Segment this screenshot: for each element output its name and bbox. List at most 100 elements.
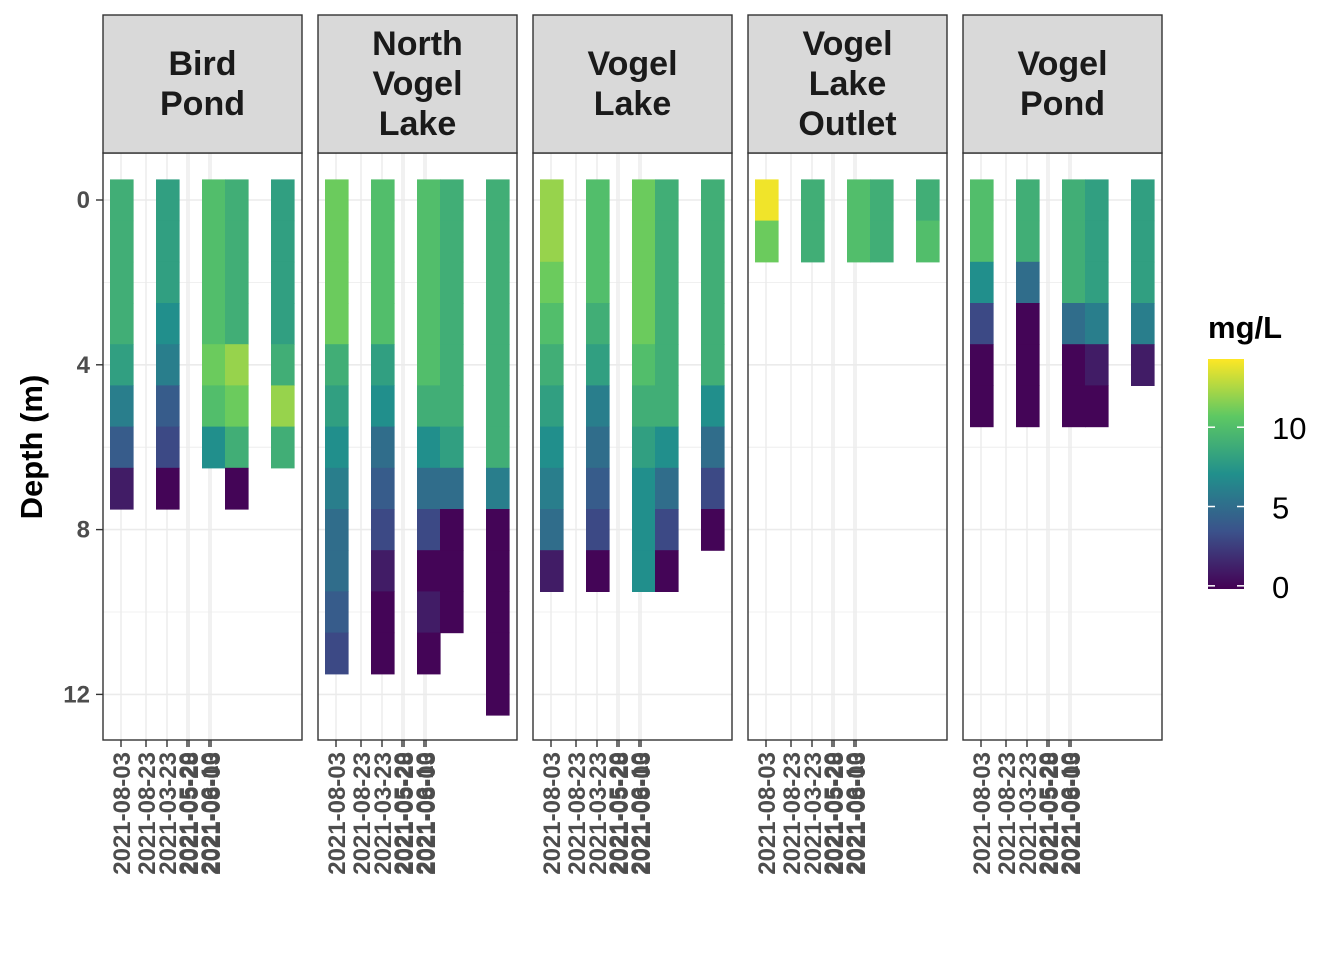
x-tick-label: 2021-08-03	[324, 752, 351, 875]
heatmap-tile	[970, 385, 994, 428]
x-tick-label: 2021-03-23	[370, 752, 397, 875]
heatmap-tile	[1085, 303, 1109, 345]
heatmap-tile	[586, 385, 610, 428]
heatmap-tile	[271, 344, 295, 386]
heatmap-tile	[325, 344, 349, 386]
heatmap-tile	[1131, 179, 1155, 222]
heatmap-tile	[110, 220, 134, 263]
legend-colorbar	[1208, 359, 1244, 589]
heatmap-tile	[486, 550, 510, 592]
heatmap-tile	[586, 550, 610, 592]
facet-panel: Vogel Lake Outlet2021-08-032021-08-232021-…	[747, 14, 948, 875]
facet-strip	[532, 14, 733, 154]
heatmap-tile	[110, 303, 134, 345]
x-tick-label: 2021-08-23	[779, 752, 806, 875]
heatmap-tile	[486, 261, 510, 304]
heatmap-tile	[586, 426, 610, 469]
heatmap-tile	[325, 550, 349, 592]
x-tick-label: 2021-08-03	[539, 752, 566, 875]
x-tick-label: 2021-08-03	[199, 752, 226, 875]
heatmap-tile	[371, 220, 395, 263]
heatmap-tile	[1085, 344, 1109, 386]
heatmap-tile	[225, 344, 249, 386]
facet-strip	[102, 14, 303, 154]
heatmap-tile	[486, 673, 510, 716]
heatmap-tile	[540, 261, 564, 304]
heatmap-tile	[440, 220, 464, 263]
heatmap-tile	[1085, 261, 1109, 304]
heatmap-tile	[701, 385, 725, 428]
heatmap-tile	[1131, 344, 1155, 386]
heatmap-tile	[225, 220, 249, 263]
heatmap-tile	[1016, 303, 1040, 345]
heatmap-tile	[586, 344, 610, 386]
x-axis: 2021-08-032021-08-232021-03-232021-05-20…	[754, 740, 871, 875]
heatmap-tile	[970, 220, 994, 263]
heatmap-tile	[486, 220, 510, 263]
heatmap-tile	[801, 220, 825, 263]
heatmap-tile	[632, 303, 656, 345]
heatmap-tile	[701, 344, 725, 386]
heatmap-tile	[1085, 220, 1109, 263]
facet-panel: Bird Pond2021-08-032021-08-232021-03-2320…	[102, 14, 303, 875]
heatmap-tile	[486, 426, 510, 469]
heatmap-tile	[540, 550, 564, 592]
heatmap-tile	[540, 344, 564, 386]
facet-panels: Bird Pond2021-08-032021-08-232021-03-2320…	[102, 14, 1163, 875]
heatmap-tile	[417, 344, 441, 386]
heatmap-tile	[440, 261, 464, 304]
facet-panel: North Vogel Lake2021-08-032021-08-232021-0…	[317, 14, 518, 875]
heatmap-tile	[371, 385, 395, 428]
heatmap-tile	[655, 303, 679, 345]
heatmap-tile	[755, 220, 779, 263]
heatmap-tile	[325, 261, 349, 304]
x-axis: 2021-08-032021-08-232021-03-232021-05-20…	[324, 740, 441, 875]
heatmap-tile	[801, 179, 825, 222]
heatmap-tile	[916, 179, 940, 222]
heatmap-tile	[1131, 220, 1155, 263]
heatmap-tile	[632, 261, 656, 304]
heatmap-tile	[1016, 179, 1040, 222]
heatmap-tile	[202, 179, 226, 222]
heatmap-tile	[202, 385, 226, 428]
x-tick-label: 2021-05-20	[820, 752, 847, 875]
heatmap-tile	[440, 467, 464, 510]
heatmap-tile	[701, 303, 725, 345]
x-tick-label: 2021-03-23	[155, 752, 182, 875]
facet-strip	[747, 14, 948, 154]
heatmap-tile	[271, 220, 295, 263]
facet-panel: Vogel Pond2021-08-032021-08-232021-03-232…	[962, 14, 1163, 875]
x-tick-label: 2021-06-10	[627, 752, 654, 875]
heatmap-tile	[156, 220, 180, 263]
heatmap-tile	[1085, 179, 1109, 222]
legend-tick-label: 5	[1272, 491, 1289, 526]
x-tick-label: 2021-08-23	[994, 752, 1021, 875]
heatmap-tile	[586, 220, 610, 263]
heatmap-tile	[202, 344, 226, 386]
heatmap-tile	[701, 426, 725, 469]
heatmap-tile	[586, 179, 610, 222]
heatmap-tile	[110, 385, 134, 428]
x-tick-label: 2021-05-28	[392, 752, 419, 875]
heatmap-tile	[371, 509, 395, 551]
heatmap-tile	[586, 303, 610, 345]
x-tick-label: 2021-03-23	[585, 752, 612, 875]
x-tick-label: 2021-08-23	[134, 752, 161, 875]
heatmap-tile	[110, 426, 134, 469]
heatmap-tile	[271, 385, 295, 428]
heatmap-tile	[655, 261, 679, 304]
heatmap-tile	[325, 632, 349, 675]
heatmap-tile	[655, 385, 679, 428]
heatmap-tile	[540, 220, 564, 263]
heatmap-tile	[1131, 303, 1155, 345]
heatmap-tile	[371, 467, 395, 510]
heatmap-tile	[371, 426, 395, 469]
heatmap-tile	[486, 385, 510, 428]
heatmap-tile	[417, 509, 441, 551]
heatmap-tile	[156, 467, 180, 510]
heatmap-tile	[701, 509, 725, 551]
x-tick-label: 2021-03-23	[800, 752, 827, 875]
heatmap-tile	[325, 509, 349, 551]
heatmap-tile	[371, 550, 395, 592]
